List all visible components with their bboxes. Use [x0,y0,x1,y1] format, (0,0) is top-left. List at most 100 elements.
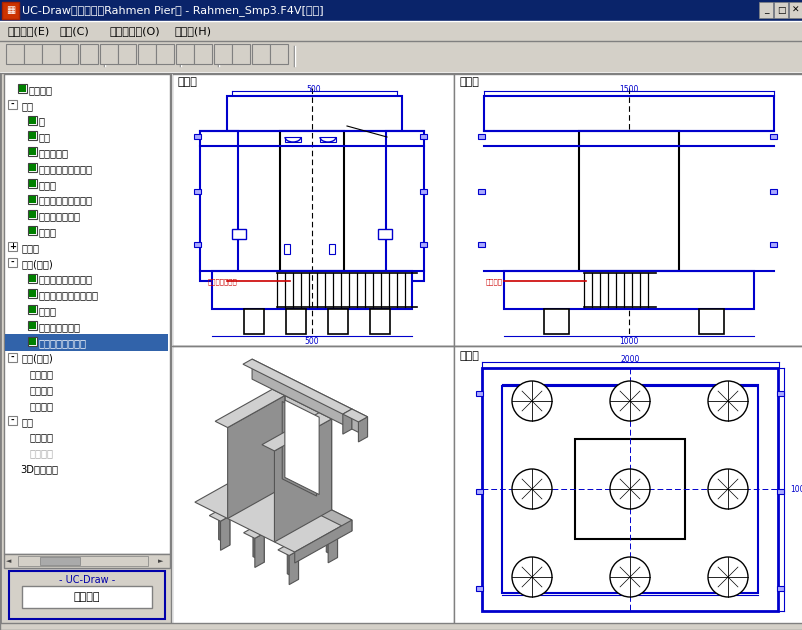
Text: 支承アンカーボルト: 支承アンカーボルト [39,164,93,174]
Polygon shape [342,409,351,434]
Text: +: + [9,242,16,251]
Bar [29,195,36,203]
Bar [29,212,36,219]
Bar [476,489,482,494]
Text: 柱鉄筋: 柱鉄筋 [39,306,57,316]
Text: 図面確認: 図面確認 [30,449,54,458]
Polygon shape [328,529,337,563]
Polygon shape [289,550,298,585]
Text: 鉄筋一覧: 鉄筋一覧 [30,401,54,411]
Text: アンカー・鉄筋: アンカー・鉄筋 [208,278,237,285]
Bar [0,0,802,21]
Bar [28,337,37,346]
Bar [8,258,17,266]
Bar [320,137,335,142]
Circle shape [512,557,551,597]
Bar [252,44,269,64]
Bar [227,96,402,131]
Bar [284,244,290,254]
Bar [29,227,36,234]
Bar [29,148,36,155]
Text: アンカー: アンカー [485,278,502,285]
Bar [329,244,334,254]
Bar [29,117,36,123]
Polygon shape [318,413,331,510]
Bar [574,439,684,539]
Bar [9,571,164,619]
Bar [269,44,288,64]
Text: ファイル(E): ファイル(E) [8,26,51,36]
Bar [788,2,802,18]
Polygon shape [285,400,318,495]
Circle shape [610,557,649,597]
Bar [280,131,343,271]
Text: はりの縦断面図位置: はりの縦断面図位置 [39,195,93,205]
Bar [28,115,37,125]
Text: 1500: 1500 [618,84,638,93]
Bar [194,242,200,247]
Text: 連動なし: 連動なし [74,592,100,602]
Bar [28,132,37,140]
Text: 基礎材: 基礎材 [39,227,57,237]
Bar [8,100,17,109]
Bar [28,273,37,283]
Polygon shape [252,359,351,429]
Bar [501,386,757,593]
Polygon shape [282,401,316,496]
Polygon shape [195,470,351,552]
Bar [28,321,37,330]
Bar [28,289,37,299]
Polygon shape [253,527,264,562]
Polygon shape [351,409,367,437]
Polygon shape [221,516,229,551]
Bar [232,229,245,239]
Text: フーチング鉄筋: フーチング鉄筋 [39,322,81,332]
Bar [370,309,390,334]
Polygon shape [257,488,269,524]
Circle shape [610,469,649,509]
Text: 鉄筋生成: 鉄筋生成 [30,369,54,379]
Bar [29,290,36,297]
Bar [4,554,170,568]
Polygon shape [294,520,351,563]
Bar [29,180,36,187]
Polygon shape [254,533,264,568]
Bar [19,85,26,92]
Bar [28,195,37,203]
Bar [477,134,484,139]
Bar [476,391,482,396]
Bar [176,44,194,64]
Circle shape [610,381,649,421]
Bar [0,21,802,41]
Text: 柱: 柱 [39,117,45,127]
Polygon shape [252,470,351,531]
Polygon shape [261,413,331,451]
Text: 500: 500 [306,84,321,93]
Text: 図面生成: 図面生成 [30,433,54,442]
Bar [477,242,484,247]
Text: 2000: 2000 [619,355,639,365]
Text: 柱の断面図位置: 柱の断面図位置 [39,211,81,221]
Polygon shape [218,510,229,545]
Text: ✕: ✕ [792,6,799,14]
Text: _: _ [763,6,768,14]
Bar [100,44,118,64]
Text: ▦: ▦ [6,6,15,16]
Polygon shape [248,488,269,500]
Text: はりスターラップ・帯: はりスターラップ・帯 [39,290,99,301]
Bar [22,586,152,608]
Bar [60,44,78,64]
Bar [477,189,484,194]
Bar [24,44,42,64]
Circle shape [707,469,747,509]
Bar [29,164,36,171]
Polygon shape [292,506,303,541]
Bar [2,2,19,19]
Polygon shape [317,523,337,534]
Bar [28,210,37,219]
Polygon shape [326,523,337,558]
Text: 正面図: 正面図 [178,77,197,87]
Bar [776,489,783,494]
Bar [232,44,249,64]
Text: はり主鉄筋・側面筋: はり主鉄筋・側面筋 [39,275,93,285]
